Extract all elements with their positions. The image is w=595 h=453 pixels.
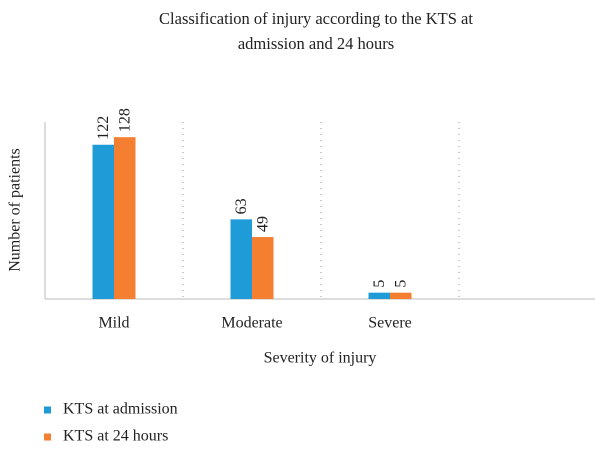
x-tick-label: Severe bbox=[368, 315, 412, 332]
bar bbox=[230, 219, 252, 299]
data-label: 5 bbox=[392, 280, 409, 288]
data-label: 5 bbox=[371, 280, 388, 288]
bar bbox=[368, 292, 390, 299]
x-tick-label: Moderate bbox=[221, 315, 282, 332]
data-label: 122 bbox=[95, 116, 112, 140]
legend-swatch bbox=[44, 433, 51, 441]
bar bbox=[114, 137, 136, 299]
data-label: 128 bbox=[116, 108, 133, 132]
bar bbox=[390, 292, 412, 299]
x-tick-label: Mild bbox=[98, 315, 129, 332]
legend-swatch bbox=[44, 406, 51, 414]
data-label: 49 bbox=[254, 216, 271, 232]
chart-title: Classification of injury according to th… bbox=[159, 9, 473, 53]
data-label: 63 bbox=[233, 198, 250, 214]
bar bbox=[92, 144, 114, 299]
bar bbox=[252, 237, 274, 299]
legend-label: KTS at admission bbox=[63, 401, 178, 418]
legend-label: KTS at 24 hours bbox=[63, 428, 168, 445]
x-axis-label: Severity of injury bbox=[264, 350, 377, 367]
y-axis-label: Number of patients bbox=[7, 148, 24, 272]
